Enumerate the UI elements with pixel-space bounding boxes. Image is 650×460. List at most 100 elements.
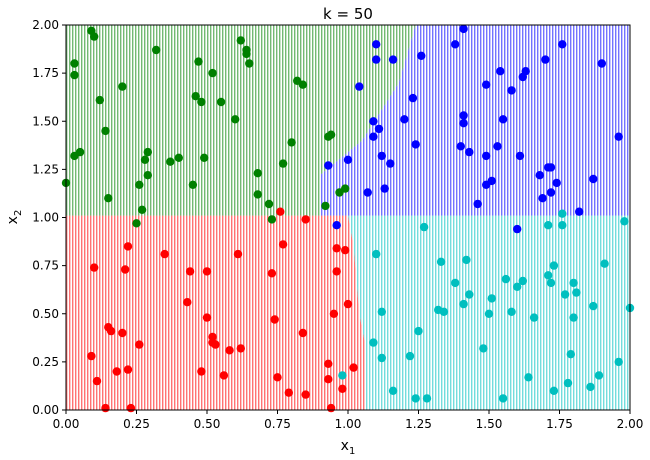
data-point-red [236, 344, 245, 353]
data-point-blue [597, 59, 606, 68]
data-point-red [276, 207, 285, 216]
data-point-green [341, 184, 350, 193]
data-point-red [273, 373, 282, 382]
data-point-red [197, 367, 206, 376]
data-point-green [70, 59, 79, 68]
data-point-blue [372, 55, 381, 64]
data-point-blue [575, 207, 584, 216]
data-point-blue [355, 82, 364, 91]
data-point-blue [552, 178, 561, 188]
data-point-cyan [419, 222, 429, 232]
data-point-cyan [544, 221, 553, 230]
data-point-green [287, 138, 296, 147]
data-point-cyan [388, 386, 398, 395]
data-point-blue [482, 80, 491, 89]
x-tick-label: 0.25 [123, 417, 150, 431]
x-tick-label: 0.50 [194, 417, 221, 431]
data-point-green [321, 201, 330, 211]
data-point-red [126, 403, 136, 413]
data-point-green [140, 155, 150, 164]
data-point-cyan [524, 373, 533, 382]
x-tick-label: 1.25 [405, 417, 432, 431]
data-point-cyan [369, 338, 378, 347]
data-point-red [278, 240, 288, 249]
x-axis-label: x1 [341, 438, 356, 457]
data-point-red [332, 267, 341, 276]
data-point-blue [343, 155, 353, 164]
y-tick-label: 0.25 [32, 355, 59, 369]
y-axis-label-base: x [5, 216, 21, 224]
data-point-blue [374, 124, 384, 134]
data-point-green [278, 159, 288, 168]
y-tick-label: 1.00 [32, 211, 59, 225]
data-point-blue [400, 115, 409, 124]
data-point-cyan [549, 386, 559, 395]
data-point-green [326, 130, 336, 139]
data-point-green [194, 57, 203, 66]
data-point-red [118, 328, 127, 338]
data-point-cyan [422, 394, 432, 403]
data-point-cyan [566, 350, 575, 359]
data-point-blue [513, 224, 522, 234]
data-point-blue [417, 51, 426, 60]
data-point-cyan [544, 271, 553, 280]
data-point-green [264, 199, 274, 209]
data-point-cyan [518, 276, 527, 286]
data-point-cyan [484, 309, 494, 318]
data-point-green [135, 180, 144, 189]
data-point-green [132, 219, 141, 228]
data-point-cyan [600, 259, 609, 268]
data-point-cyan [462, 255, 471, 265]
x-tick-label: 0.00 [53, 417, 80, 431]
x-tick-label: 1.50 [476, 417, 503, 431]
data-point-red [270, 315, 279, 324]
y-tick-label: 0.75 [32, 259, 59, 273]
data-point-red [211, 340, 220, 349]
data-point-red [123, 242, 133, 251]
data-point-blue [411, 140, 420, 149]
data-point-blue [459, 24, 468, 34]
data-point-red [324, 375, 333, 384]
data-point-red [349, 363, 358, 372]
data-point-blue [386, 159, 395, 168]
data-point-cyan [558, 209, 567, 218]
data-point-cyan [560, 290, 570, 299]
y-tick-label: 1.75 [32, 66, 59, 80]
data-point-red [219, 371, 229, 380]
y-tick-label: 1.50 [32, 114, 59, 128]
data-point-blue [451, 40, 460, 49]
data-point-red [135, 340, 144, 349]
data-point-red [233, 249, 243, 259]
data-point-green [143, 147, 152, 157]
data-point-blue [363, 188, 372, 197]
data-point-cyan [338, 371, 347, 380]
x-axis-label-sub: 1 [349, 446, 355, 457]
data-point-cyan [372, 249, 381, 259]
data-point-green [245, 59, 254, 68]
data-point-cyan [569, 278, 578, 288]
data-point-blue [507, 86, 516, 95]
data-point-cyan [498, 394, 508, 403]
data-point-green [118, 82, 127, 91]
data-point-blue [473, 199, 482, 209]
data-point-cyan [411, 394, 420, 403]
data-point-cyan [377, 307, 386, 316]
data-point-blue [380, 184, 389, 193]
data-point-green [267, 215, 277, 224]
data-point-cyan [558, 221, 567, 230]
data-point-blue [614, 132, 623, 141]
y-tick-label: 0.00 [32, 403, 59, 417]
data-point-red [185, 267, 195, 276]
data-point-cyan [546, 278, 556, 288]
y-axis-label: x2 [5, 210, 24, 225]
data-point-blue [459, 119, 468, 128]
data-point-red [160, 249, 169, 259]
data-point-blue [377, 151, 386, 161]
data-point-green [200, 153, 209, 162]
data-point-cyan [614, 357, 623, 367]
data-point-green [253, 169, 262, 178]
data-point-green [174, 153, 183, 162]
data-point-red [123, 365, 133, 374]
data-point-green [152, 45, 161, 55]
